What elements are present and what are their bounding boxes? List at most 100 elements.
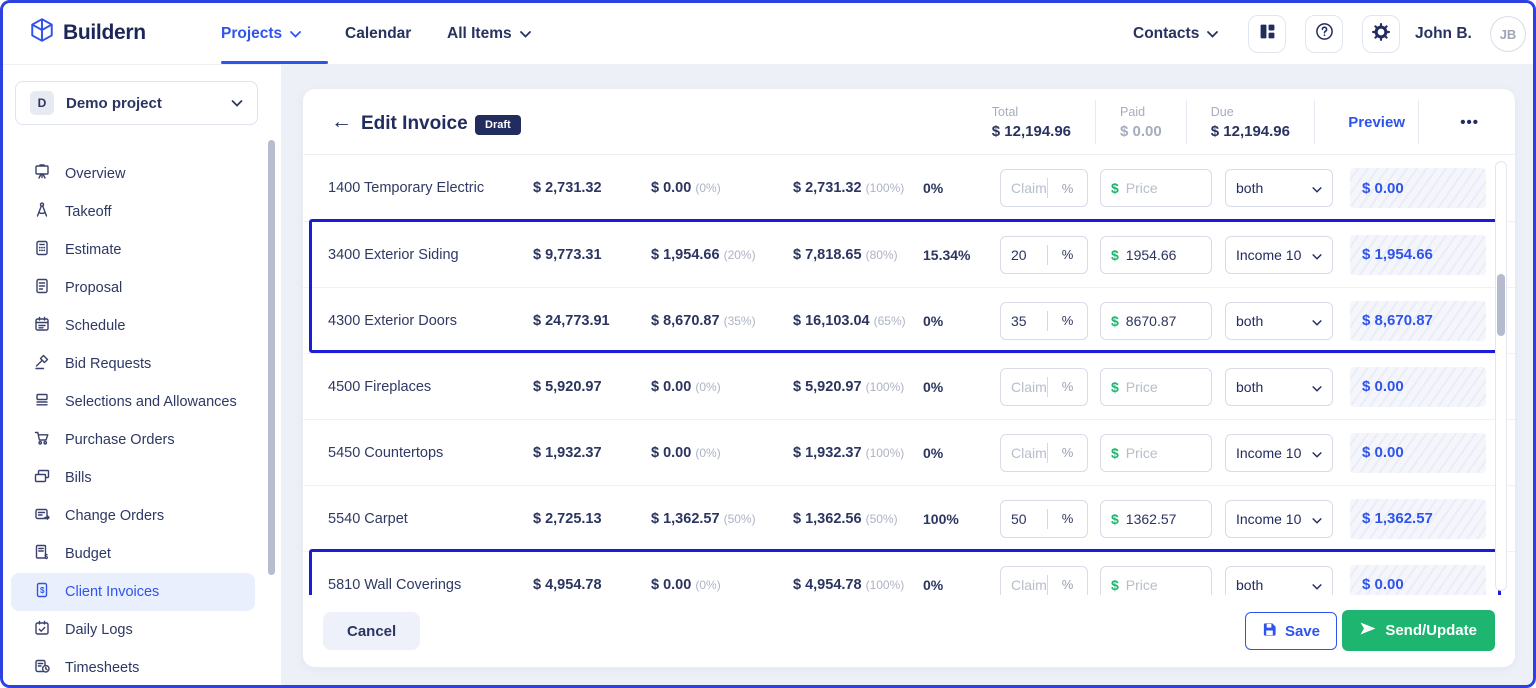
sidebar-item-estimate[interactable]: Estimate <box>11 231 255 269</box>
claim-price-input[interactable]: $ <box>1100 565 1212 595</box>
table-row: 5810 Wall Coverings $ 4,954.78 $ 0.00 (0… <box>303 551 1515 595</box>
cost-code-name: 4300 Exterior Doors <box>328 312 457 329</box>
sidebar-item-proposal[interactable]: Proposal <box>11 269 255 307</box>
claim-price-input[interactable]: $ <box>1100 433 1212 472</box>
divider <box>1314 100 1315 144</box>
line-value: $ 1,932.37 <box>533 444 602 461</box>
send-update-button[interactable]: Send/Update <box>1342 610 1495 651</box>
divider <box>1418 100 1419 144</box>
claimed-amount: $ 1,954.66 (20%) <box>651 246 756 263</box>
cancel-button[interactable]: Cancel <box>323 612 421 650</box>
claim-price-input[interactable]: $ <box>1100 235 1212 274</box>
claim-percent-input[interactable]: % <box>1000 367 1088 406</box>
progress-percent: 0% <box>923 444 944 461</box>
chevron-down-icon <box>1312 511 1322 527</box>
sidebar-item-timesheets[interactable]: Timesheets <box>11 649 255 685</box>
income-account-select[interactable]: both <box>1225 565 1333 595</box>
cost-code-name: 5540 Carpet <box>328 510 408 527</box>
table-scrollbar[interactable] <box>1495 161 1507 591</box>
nav-all-items[interactable]: All Items <box>447 3 531 65</box>
income-account-select[interactable]: Income 10 <box>1225 433 1333 472</box>
invoice-line-items: 1400 Temporary Electric $ 2,731.32 $ 0.0… <box>303 155 1515 595</box>
claim-total-amount: $ 0.00 <box>1350 366 1486 407</box>
claim-price-input[interactable]: $ <box>1100 169 1212 207</box>
sidebar-item-selections-and-allowances[interactable]: Selections and Allowances <box>11 383 255 421</box>
claim-price-input[interactable]: $ <box>1100 367 1212 406</box>
table-scrollbar-thumb[interactable] <box>1497 274 1505 336</box>
dollar-icon: $ <box>1111 246 1119 263</box>
edit-invoice-card: ← Edit Invoice Draft Total $ 12,194.96 P… <box>303 89 1515 667</box>
top-navigation-bar: Buildern Projects Calendar All Items Con… <box>3 3 1533 65</box>
sidebar-item-overview[interactable]: Overview <box>11 155 255 193</box>
sidebar-item-bills[interactable]: Bills <box>11 459 255 497</box>
nav-projects[interactable]: Projects <box>221 3 302 65</box>
remaining-amount: $ 16,103.04 (65%) <box>793 312 906 329</box>
claimed-amount: $ 0.00 (0%) <box>651 444 721 461</box>
claimed-amount: $ 1,362.57 (50%) <box>651 510 756 527</box>
claim-percent-input[interactable]: % <box>1000 169 1088 207</box>
chevron-down-icon <box>519 25 531 43</box>
claim-percent-input[interactable]: % <box>1000 499 1088 538</box>
chevron-down-icon <box>1312 313 1322 329</box>
chevron-down-icon <box>1312 247 1322 263</box>
chevron-down-icon <box>1312 577 1322 593</box>
nav-calendar[interactable]: Calendar <box>345 25 412 42</box>
save-button[interactable]: Save <box>1244 612 1337 650</box>
document-icon <box>33 277 51 299</box>
sidebar-item-purchase-orders[interactable]: Purchase Orders <box>11 421 255 459</box>
income-account-select[interactable]: Income 10 <box>1225 499 1333 538</box>
dollar-icon: $ <box>1111 378 1119 395</box>
back-arrow-icon[interactable]: ← <box>331 110 352 133</box>
income-account-select[interactable]: Income 10 <box>1225 235 1333 274</box>
avatar[interactable]: JB <box>1490 16 1526 52</box>
income-account-select[interactable]: both <box>1225 301 1333 340</box>
project-initial-badge: D <box>30 91 54 115</box>
dashboard-layout-button[interactable] <box>1248 15 1286 53</box>
table-row: 5540 Carpet $ 2,725.13 $ 1,362.57 (50%) … <box>303 485 1515 551</box>
sidebar-item-takeoff[interactable]: Takeoff <box>11 193 255 231</box>
sidebar-item-change-orders[interactable]: Change Orders <box>11 497 255 535</box>
claim-percent-input[interactable]: % <box>1000 565 1088 595</box>
summary-due: Due $ 12,194.96 <box>1210 104 1290 140</box>
user-name[interactable]: John B. <box>1415 25 1472 42</box>
cost-code-name: 3400 Exterior Siding <box>328 246 459 263</box>
table-row: 3400 Exterior Siding $ 9,773.31 $ 1,954.… <box>303 221 1515 287</box>
project-selector[interactable]: D Demo project <box>15 81 258 125</box>
claim-percent-input[interactable]: % <box>1000 235 1088 274</box>
buildern-cube-icon <box>29 17 55 48</box>
income-account-select[interactable]: both <box>1225 169 1333 207</box>
remaining-amount: $ 7,818.65 (80%) <box>793 246 898 263</box>
paid-value: $ 0.00 <box>1120 122 1162 140</box>
sidebar-scrollbar[interactable] <box>268 140 275 575</box>
dollar-icon: $ <box>1111 180 1119 196</box>
compass-icon <box>33 201 51 223</box>
table-row: 5450 Countertops $ 1,932.37 $ 0.00 (0%) … <box>303 419 1515 485</box>
project-sidebar: D Demo project Overview Takeoff Estimate… <box>3 65 281 685</box>
line-value: $ 4,954.78 <box>533 576 602 593</box>
claim-percent-input[interactable]: % <box>1000 433 1088 472</box>
claim-total-amount: $ 0.00 <box>1350 432 1486 473</box>
sidebar-item-daily-logs[interactable]: Daily Logs <box>11 611 255 649</box>
more-options-button[interactable]: ••• <box>1460 113 1479 131</box>
doc-arrow-icon <box>33 505 51 527</box>
sidebar-item-budget[interactable]: $ Budget <box>11 535 255 573</box>
table-row: 4500 Fireplaces $ 5,920.97 $ 0.00 (0%) $… <box>303 353 1515 419</box>
summary-paid: Paid $ 0.00 <box>1120 104 1162 140</box>
claim-percent-input[interactable]: % <box>1000 301 1088 340</box>
preview-button[interactable]: Preview <box>1348 113 1405 131</box>
claim-total-amount: $ 0.00 <box>1350 564 1486 595</box>
claim-price-input[interactable]: $ <box>1100 499 1212 538</box>
remaining-amount: $ 1,362.56 (50%) <box>793 510 898 527</box>
sidebar-item-schedule[interactable]: Schedule <box>11 307 255 345</box>
help-button[interactable] <box>1305 15 1343 53</box>
claim-price-input[interactable]: $ <box>1100 301 1212 340</box>
income-account-select[interactable]: both <box>1225 367 1333 406</box>
sidebar-item-bid-requests[interactable]: Bid Requests <box>11 345 255 383</box>
brand-logo[interactable]: Buildern <box>29 17 146 48</box>
table-row: 4300 Exterior Doors $ 24,773.91 $ 8,670.… <box>303 287 1515 353</box>
list-card-icon <box>33 391 51 413</box>
nav-contacts[interactable]: Contacts <box>1133 3 1219 65</box>
settings-button[interactable] <box>1362 15 1400 53</box>
bills-icon <box>33 467 51 489</box>
sidebar-item-client-invoices[interactable]: $ Client Invoices <box>11 573 255 611</box>
